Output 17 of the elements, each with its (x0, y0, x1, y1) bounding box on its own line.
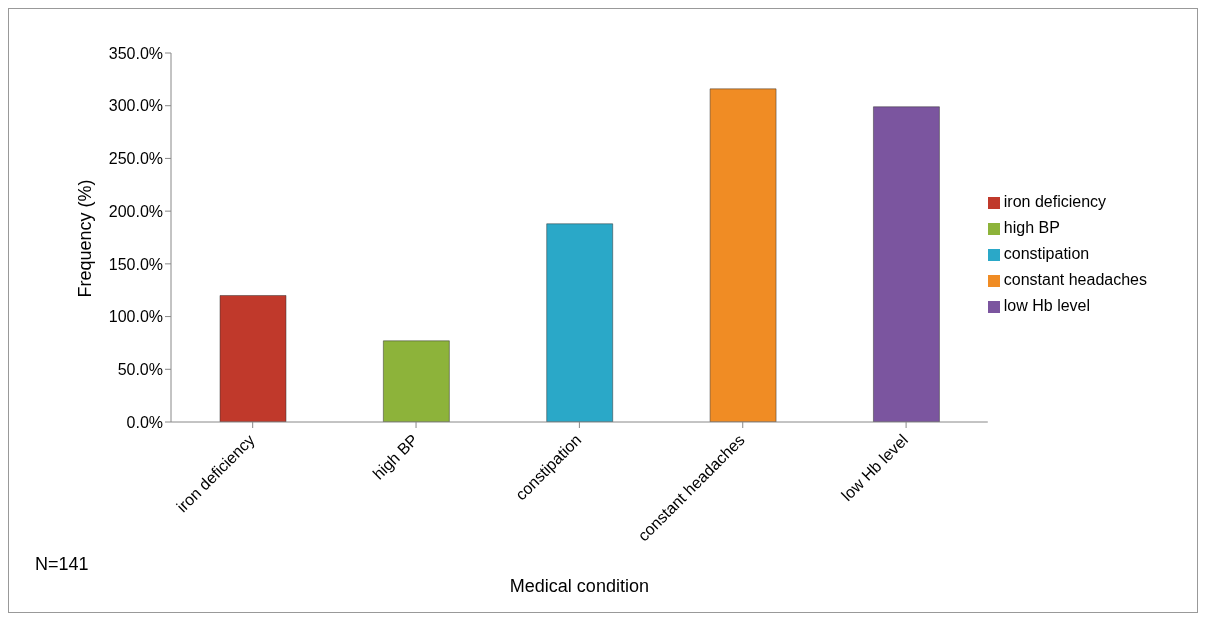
text: N=141 (35, 554, 89, 575)
x-axis-title: Medical condition (509, 576, 649, 596)
y-axis-title: Frequency (%) (75, 179, 96, 298)
legend-label: low Hb level (1003, 297, 1091, 314)
y-tick-label: 150.0% (108, 255, 163, 273)
legend-label: constant headaches (1003, 271, 1147, 288)
y-tick-label: 100.0% (108, 308, 163, 326)
y-tick-label: 350.0% (108, 44, 163, 62)
legend-label: constipation (1003, 245, 1090, 262)
y-tick-label: 250.0% (108, 150, 163, 168)
y-tick-label: 0.0% (126, 413, 163, 431)
y-tick-label: 200.0% (108, 202, 163, 220)
legend-label: high BP (1003, 219, 1060, 236)
legend-label: iron deficiency (1003, 193, 1107, 210)
y-tick-label: 300.0% (108, 97, 163, 115)
y-tick-label: 50.0% (117, 360, 163, 378)
x-tick-label: high BP (369, 431, 422, 483)
